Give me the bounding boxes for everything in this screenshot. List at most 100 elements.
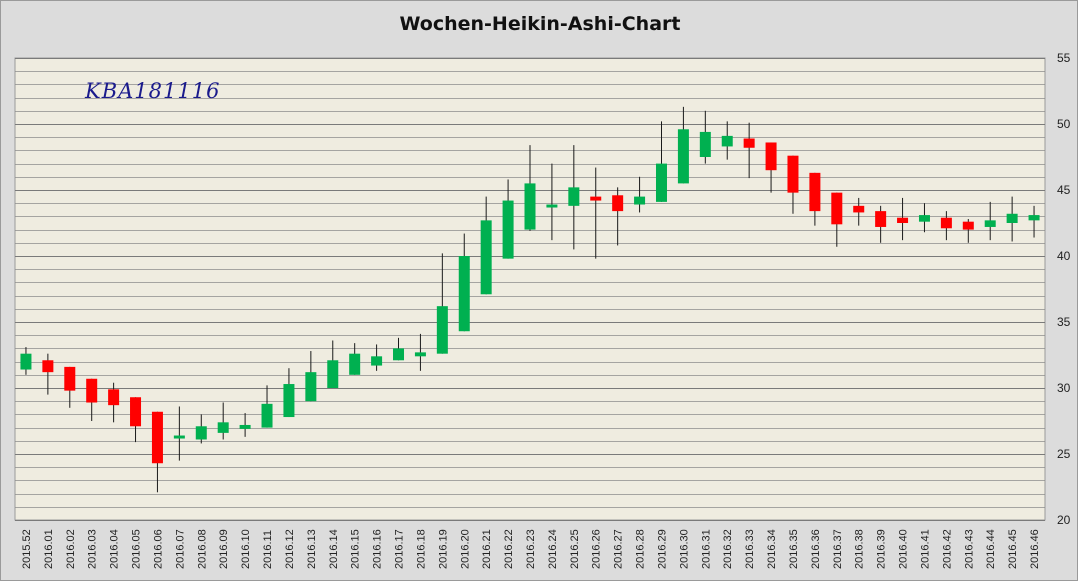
plot-area xyxy=(14,57,1046,521)
candle-body-down xyxy=(962,221,974,230)
x-tick-label: 2016.24 xyxy=(547,529,559,569)
candle xyxy=(195,414,207,444)
candle-body-up xyxy=(305,372,317,402)
candle xyxy=(787,155,799,214)
candle-body-up xyxy=(371,356,383,366)
candle xyxy=(20,347,32,375)
candle-body-up xyxy=(677,129,689,184)
x-tick-label: 2016.12 xyxy=(284,529,296,569)
x-tick-label: 2016.07 xyxy=(174,529,186,569)
candle-body-down xyxy=(940,217,952,229)
candle xyxy=(239,413,251,437)
candle xyxy=(853,197,865,226)
x-tick-label: 2016.31 xyxy=(700,529,712,569)
x-tick-label: 2016.28 xyxy=(635,529,647,569)
x-tick-label: 2016.34 xyxy=(766,529,778,569)
x-tick-label: 2016.01 xyxy=(43,529,55,569)
candle-body-up xyxy=(655,163,667,202)
y-tick-label: 40 xyxy=(1057,249,1071,263)
x-tick-label: 2016.13 xyxy=(306,529,318,569)
candle xyxy=(480,196,492,295)
candle xyxy=(64,366,76,408)
x-tick-label: 2016.04 xyxy=(109,529,121,569)
x-tick-label: 2016.10 xyxy=(240,529,252,569)
candle-body-up xyxy=(393,348,405,361)
candle-body-up xyxy=(173,435,185,439)
y-tick-label: 35 xyxy=(1057,315,1071,329)
candle xyxy=(305,351,317,402)
candle xyxy=(151,411,163,493)
candle-body-up xyxy=(349,353,361,375)
candle-body-up xyxy=(261,403,273,428)
candle xyxy=(568,145,580,250)
candle-body-up xyxy=(195,426,207,440)
candle xyxy=(524,145,536,231)
x-tick-label: 2016.36 xyxy=(810,529,822,569)
x-tick-label: 2016.41 xyxy=(919,529,931,569)
candle xyxy=(261,385,273,428)
y-tick-label: 45 xyxy=(1057,183,1071,197)
candle xyxy=(371,344,383,371)
candle-body-down xyxy=(64,366,76,391)
x-tick-label: 2016.14 xyxy=(328,529,340,569)
candle-body-down xyxy=(875,211,887,227)
candle-body-up xyxy=(20,353,32,370)
candle xyxy=(546,163,558,241)
candle-body-up xyxy=(1028,215,1040,221)
x-tick-label: 2016.15 xyxy=(350,529,362,569)
candle-body-down xyxy=(765,142,777,171)
candle-body-down xyxy=(612,195,624,212)
x-tick-label: 2016.22 xyxy=(503,529,515,569)
candle-body-up xyxy=(524,183,536,230)
candle xyxy=(612,187,624,246)
x-tick-label: 2016.45 xyxy=(1007,529,1019,569)
x-tick-label: 2016.39 xyxy=(876,529,888,569)
candle xyxy=(699,110,711,164)
candle xyxy=(349,343,361,375)
candle-body-up xyxy=(480,220,492,295)
x-tick-label: 2016.08 xyxy=(196,529,208,569)
x-tick-label: 2016.18 xyxy=(415,529,427,569)
candle xyxy=(1028,205,1040,238)
candle-body-up xyxy=(327,360,339,388)
candle xyxy=(809,172,821,226)
candle xyxy=(918,203,930,233)
x-tick-label: 2016.06 xyxy=(152,529,164,569)
candle xyxy=(743,122,755,179)
candle-body-up xyxy=(546,204,558,208)
x-tick-label: 2016.02 xyxy=(65,529,77,569)
x-tick-label: 2016.30 xyxy=(678,529,690,569)
candle-body-up xyxy=(1006,213,1018,223)
candle-body-up xyxy=(984,220,996,227)
candle xyxy=(984,201,996,241)
watermark-label: KBA181116 xyxy=(84,79,220,103)
x-tick-label: 2016.11 xyxy=(262,530,274,569)
candle-body-down xyxy=(853,205,865,213)
candle-body-down xyxy=(809,172,821,212)
x-tick-label: 2016.33 xyxy=(744,529,756,569)
candle-body-up xyxy=(721,135,733,147)
y-tick-label: 25 xyxy=(1057,447,1071,461)
candle-body-up xyxy=(217,422,229,433)
y-tick-label: 20 xyxy=(1057,513,1071,527)
candle-body-up xyxy=(414,352,426,357)
candle-body-down xyxy=(108,389,120,406)
candle xyxy=(940,211,952,241)
candle xyxy=(634,176,646,213)
x-tick-label: 2016.38 xyxy=(854,529,866,569)
candle xyxy=(108,382,120,423)
candle-body-down xyxy=(590,196,602,201)
candle xyxy=(130,397,142,443)
x-tick-label: 2016.17 xyxy=(394,529,406,569)
candle-body-down xyxy=(130,397,142,427)
x-tick-label: 2016.42 xyxy=(941,529,953,569)
candle xyxy=(765,142,777,193)
candle-body-down xyxy=(897,217,909,223)
grid-lines xyxy=(15,58,1045,521)
x-tick-label: 2016.35 xyxy=(788,529,800,569)
candle-body-up xyxy=(918,215,930,222)
candle xyxy=(42,353,54,395)
y-tick-label: 50 xyxy=(1057,117,1071,131)
x-tick-label: 2016.43 xyxy=(963,529,975,569)
